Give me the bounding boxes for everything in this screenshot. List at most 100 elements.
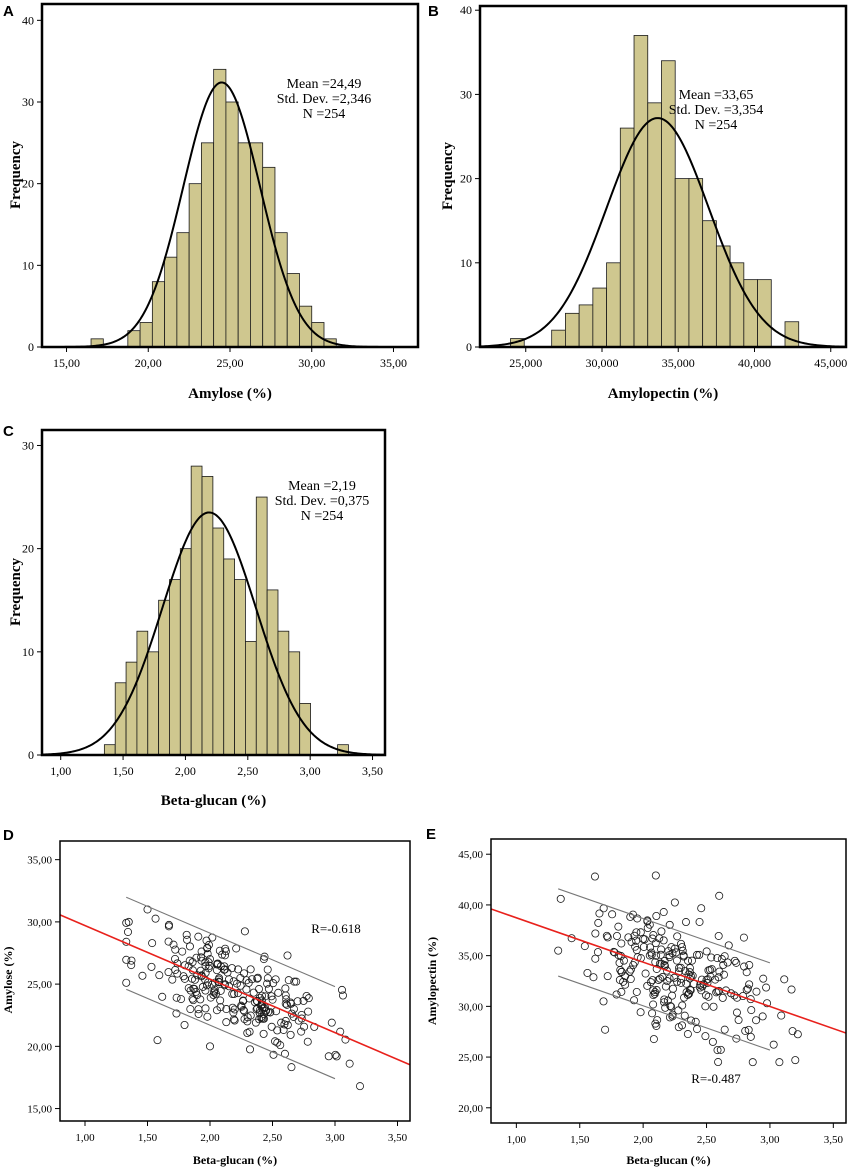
panel-d-point bbox=[266, 1008, 275, 1017]
panel-d-point bbox=[172, 1009, 181, 1018]
panel-d-point bbox=[216, 996, 225, 1005]
panel-c-y-tick-label: 0 bbox=[28, 748, 34, 762]
panel-d-point bbox=[122, 955, 131, 964]
panel-e-point bbox=[649, 1000, 658, 1009]
panel-d-point bbox=[304, 1007, 313, 1016]
panel-c-bar bbox=[147, 651, 160, 756]
panel-a-stat-mean: Mean =24,49 bbox=[287, 77, 362, 92]
panel-e-point bbox=[763, 999, 772, 1008]
panel-e-point bbox=[705, 965, 714, 974]
panel-e-point bbox=[740, 962, 749, 971]
panel-e-point bbox=[643, 916, 652, 925]
panel-d-point bbox=[283, 951, 292, 960]
panel-e-point bbox=[709, 1002, 718, 1011]
panel-e-point bbox=[672, 948, 681, 957]
panel-d-point bbox=[186, 986, 195, 995]
panel-a-bar bbox=[262, 166, 276, 348]
panel-d-point bbox=[292, 977, 301, 986]
panel-d-point bbox=[290, 977, 299, 986]
panel-b-y-tick-label: 20 bbox=[460, 172, 472, 186]
panel-e-point bbox=[625, 967, 634, 976]
panel-e-point bbox=[617, 987, 626, 996]
panel-d-point bbox=[205, 1042, 214, 1051]
panel-d-point bbox=[246, 965, 255, 974]
panel-d-y-tick-label: 35,00 bbox=[27, 855, 52, 867]
panel-b-bar bbox=[619, 127, 635, 348]
panel-b-bar bbox=[702, 220, 717, 348]
panel-d-point bbox=[220, 962, 229, 971]
panel-d-point bbox=[196, 995, 205, 1004]
panel-e-point bbox=[716, 1045, 725, 1054]
panel-e-point bbox=[601, 1025, 610, 1034]
panel-e-point bbox=[621, 972, 630, 981]
panel-d-point bbox=[273, 1026, 282, 1035]
panel-c-bar bbox=[125, 661, 138, 756]
panel-d-point bbox=[185, 942, 194, 951]
panel-e-point bbox=[661, 1003, 670, 1012]
panel-d-upper-band-line bbox=[126, 896, 336, 988]
panel-b-x-tick-label: 25,000 bbox=[509, 356, 542, 370]
panel-e-point bbox=[651, 939, 660, 948]
scatter-amylose-vs-beta-glucan: R=-0.618 1,00 1,50 2,00 2,50 3,00 3,50 15,00 20,… bbox=[1, 840, 411, 1167]
panel-d-x-axis-title: Beta-glucan (%) bbox=[193, 1153, 277, 1167]
panel-e-point bbox=[788, 1027, 797, 1036]
panel-a-stat-n: N =254 bbox=[303, 107, 346, 122]
panel-e-y-tick-label: 20,00 bbox=[458, 1103, 483, 1115]
panel-a-y-tick-label: 40 bbox=[22, 13, 34, 27]
panel-a-y-tick-label: 0 bbox=[28, 340, 34, 354]
panel-d-point bbox=[177, 995, 186, 1004]
panel-e-point bbox=[793, 1030, 802, 1039]
panel-d-point bbox=[239, 1006, 248, 1015]
panel-d-point bbox=[184, 984, 193, 993]
panel-e-point bbox=[662, 966, 671, 975]
panel-e-point bbox=[594, 918, 603, 927]
panel-e-point bbox=[745, 980, 754, 989]
panel-b-bar bbox=[565, 312, 580, 348]
panel-d-point bbox=[220, 951, 229, 960]
panel-d-point bbox=[228, 1003, 237, 1012]
panel-d-point bbox=[230, 989, 239, 998]
panel-d-x-tick-label: 1,00 bbox=[75, 1132, 95, 1144]
panel-a-y-tick-label: 20 bbox=[22, 177, 34, 191]
panel-e-point bbox=[791, 1056, 800, 1065]
panel-a-bar bbox=[188, 183, 202, 348]
panel-d-point bbox=[148, 939, 157, 948]
panel-d-point bbox=[245, 1027, 254, 1036]
panel-e-point bbox=[591, 954, 600, 963]
panel-d-point bbox=[254, 985, 263, 994]
panel-a-y-tick-label: 10 bbox=[22, 258, 34, 272]
panel-e-point bbox=[719, 970, 728, 979]
panel-b-bar bbox=[606, 262, 621, 348]
panel-b-stat-sd: Std. Dev. =3,354 bbox=[669, 103, 764, 118]
panel-e-point bbox=[595, 909, 604, 918]
panel-e-point bbox=[715, 891, 724, 900]
panel-e-point bbox=[713, 954, 722, 963]
panel-d-point bbox=[194, 932, 203, 941]
panel-e-point bbox=[646, 943, 655, 952]
panel-d-point bbox=[284, 976, 293, 985]
panel-e-point bbox=[752, 987, 761, 996]
panel-d-plot-frame bbox=[59, 840, 411, 1122]
panel-e-correlation-label: R=-0.487 bbox=[691, 1071, 741, 1086]
panel-e-point bbox=[717, 955, 726, 964]
panel-label-a: A bbox=[3, 3, 14, 20]
panel-d-point bbox=[201, 961, 210, 970]
panel-e-point bbox=[649, 1035, 658, 1044]
panel-d-point bbox=[197, 953, 206, 962]
panel-e-x-tick-label: 3,00 bbox=[760, 1134, 780, 1146]
panel-d-point bbox=[173, 969, 182, 978]
panel-d-point bbox=[281, 984, 290, 993]
panel-a-x-tick-label: 20,00 bbox=[135, 356, 162, 370]
panel-e-point bbox=[656, 950, 665, 959]
panel-d-point bbox=[263, 974, 272, 983]
panel-e-point bbox=[608, 910, 617, 919]
panel-d-point bbox=[243, 1017, 252, 1026]
panel-e-point bbox=[663, 996, 672, 1005]
panel-d-point bbox=[203, 943, 212, 952]
panel-d-point bbox=[158, 992, 167, 1001]
panel-e-point bbox=[613, 932, 622, 941]
panel-e-point bbox=[554, 946, 563, 955]
panel-e-point bbox=[661, 982, 670, 991]
panel-e-point bbox=[657, 927, 666, 936]
panel-c-normal-curve bbox=[42, 511, 385, 755]
